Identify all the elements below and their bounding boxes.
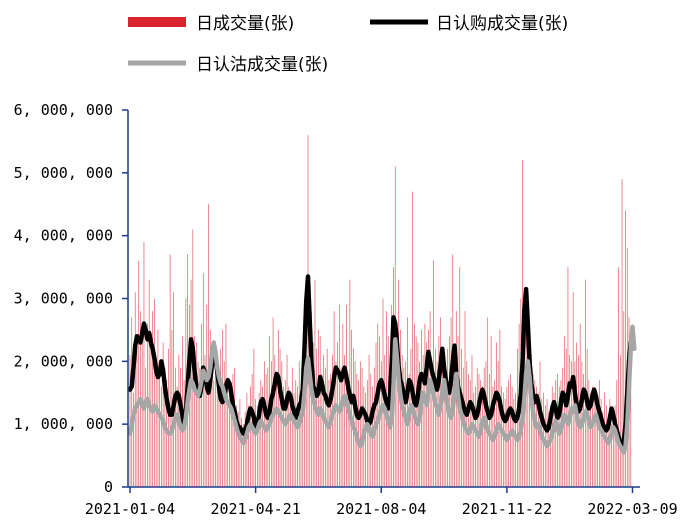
y-tick-label: 0 <box>104 478 113 496</box>
y-tick-label: 1, 000, 000 <box>14 415 113 433</box>
x-tick-label: 2021-08-04 <box>336 500 426 518</box>
x-axis-ticks: 2021-01-04 2021-04-21 2021-08-04 2021-11-22… <box>85 487 678 518</box>
x-tick-label: 2021-04-21 <box>210 500 300 518</box>
legend-label-put-volume: 日认沽成交量(张) <box>196 55 328 75</box>
y-tick-label: 5, 000, 000 <box>14 164 113 182</box>
legend-label-daily-volume: 日成交量(张) <box>196 14 294 34</box>
x-tick-label: 2022-03-09 <box>587 500 677 518</box>
legend: 日成交量(张) 日认购成交量(张) 日认沽成交量(张) <box>128 14 568 75</box>
y-tick-label: 2, 000, 000 <box>14 352 113 370</box>
x-tick-label: 2021-01-04 <box>85 500 175 518</box>
y-axis-ticks: 0 1, 000, 000 2, 000, 000 3, 000, 000 4, 000… <box>14 101 128 496</box>
daily-volume-bars <box>129 135 632 487</box>
y-tick-label: 3, 000, 000 <box>14 290 113 308</box>
y-tick-label: 6, 000, 000 <box>14 101 113 119</box>
y-tick-label: 4, 000, 000 <box>14 227 113 245</box>
legend-label-call-volume: 日认购成交量(张) <box>436 14 568 34</box>
legend-swatch-daily-volume <box>128 17 186 27</box>
series-lines <box>127 274 637 455</box>
put-volume-line <box>127 324 637 455</box>
x-tick-label: 2021-11-22 <box>462 500 552 518</box>
